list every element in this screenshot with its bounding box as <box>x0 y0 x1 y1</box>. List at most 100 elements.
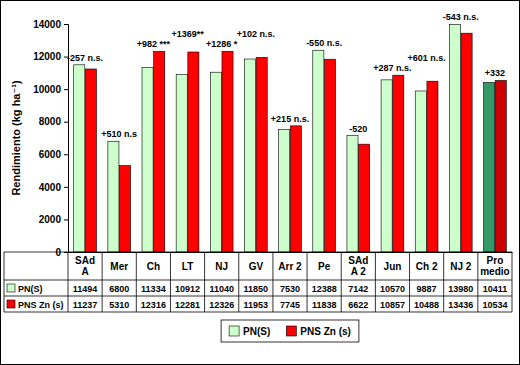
table-vline <box>443 252 444 312</box>
y-tick-label: 12000 <box>33 51 61 62</box>
x-tick: Promedio <box>480 255 509 277</box>
table-swatch <box>7 284 15 292</box>
table-hline <box>4 312 512 313</box>
x-tick-label-line: SAd <box>75 255 95 266</box>
x-tick: LT <box>182 261 193 272</box>
x-tick: Ch 2 <box>416 261 438 272</box>
x-tick-label-line: A 2 <box>351 266 367 277</box>
table-value: 10912 <box>175 284 200 294</box>
table-vline <box>307 252 308 312</box>
table-value: 7530 <box>280 284 300 294</box>
annotation: +601 n.s. <box>407 53 445 63</box>
y-tick-mark <box>64 219 68 220</box>
bar <box>210 72 221 252</box>
x-tick-label-line: LT <box>182 261 193 272</box>
x-tick: Arr 2 <box>278 261 302 272</box>
x-tick-label: NJ 2 <box>450 261 472 272</box>
bar <box>415 91 426 252</box>
bar-series <box>85 33 506 252</box>
annotation: +287 n.s. <box>373 63 411 73</box>
bar <box>381 80 392 252</box>
annotation: -543 n.s. <box>443 12 479 22</box>
x-tick: Jun <box>384 261 402 272</box>
y-tick: 2000 <box>39 214 68 225</box>
x-tick: SAdA 2 <box>348 255 368 277</box>
bar <box>74 65 85 252</box>
table-vline <box>136 252 137 312</box>
table-vline <box>375 252 376 312</box>
table-value: 7745 <box>280 300 300 310</box>
annotation: +510 n.s <box>101 129 137 139</box>
table-value: 12281 <box>175 300 200 310</box>
table-value: 11850 <box>244 284 269 294</box>
x-tick: NJ 2 <box>450 261 472 272</box>
x-tick-label: Arr 2 <box>278 261 302 272</box>
x-tick-label-line: SAd <box>348 255 368 266</box>
x-tick-label-line: NJ 2 <box>450 261 472 272</box>
table-vline <box>238 252 239 312</box>
legend-label: PN(S) <box>243 326 270 337</box>
table-vline <box>512 252 513 312</box>
table-vline <box>477 252 478 312</box>
table-value: 5310 <box>109 300 129 310</box>
bars <box>74 24 507 252</box>
bar <box>188 52 199 252</box>
table-value: 10534 <box>482 300 507 310</box>
x-tick-label-line: Pro <box>487 255 504 266</box>
y-tick-label: 10000 <box>33 84 61 95</box>
bar <box>495 80 506 252</box>
annotations: -257 n.s.+510 n.s+982 ***+1369**+1286 *+… <box>67 12 505 139</box>
y-tick-mark <box>64 154 68 155</box>
table-value: 11953 <box>244 300 269 310</box>
annotation: +215 n.s. <box>271 114 309 124</box>
annotation: -257 n.s. <box>67 53 103 63</box>
x-axis: SAdAMerChLTNJGVArr 2PeSAdA 2JunCh 2NJ 2P… <box>69 253 513 278</box>
table-value: 13436 <box>448 300 473 310</box>
x-tick: Mer <box>110 261 128 272</box>
bar <box>393 75 404 252</box>
bar <box>290 126 301 252</box>
y-tick: 8000 <box>39 116 68 127</box>
chart-container: 02000400060008000100001200014000Rendimie… <box>0 0 520 365</box>
table-value: 11040 <box>209 284 234 294</box>
table-swatch <box>7 300 15 308</box>
bar <box>279 129 290 252</box>
y-tick-mark <box>64 187 68 188</box>
y-tick-mark <box>64 24 68 25</box>
y-axis: 02000400060008000100001200014000 <box>33 19 68 258</box>
x-tick-label-line: Ch <box>147 261 160 272</box>
bar <box>449 24 460 252</box>
x-tick-label: NJ <box>215 261 228 272</box>
table-value: 7142 <box>348 284 368 294</box>
table-value: 13980 <box>448 284 473 294</box>
y-tick: 10000 <box>33 84 68 95</box>
legend-swatch <box>229 326 239 336</box>
table-value: 10857 <box>380 300 405 310</box>
table-row-label: PNS Zn (s) <box>18 300 64 310</box>
table-value: 6622 <box>348 300 368 310</box>
outer-frame <box>1 1 520 365</box>
table-value: 12316 <box>141 300 166 310</box>
bar <box>176 74 187 252</box>
x-tick-label-line: Arr 2 <box>278 261 302 272</box>
x-tick-label: GV <box>249 261 264 272</box>
table-row-label: PN(S) <box>18 284 43 294</box>
y-tick-label: 8000 <box>39 116 62 127</box>
table-value: 10411 <box>483 284 508 294</box>
legend: PN(S)PNS Zn (s) <box>221 320 359 342</box>
table-value: 12388 <box>312 284 337 294</box>
x-tick: Ch <box>147 261 160 272</box>
bar-series <box>74 24 495 252</box>
table-value: 10488 <box>414 300 439 310</box>
bar <box>120 166 131 252</box>
table-value: 6800 <box>109 284 129 294</box>
legend-box <box>221 320 359 342</box>
x-tick-label-line: Jun <box>384 261 402 272</box>
annotation: -520 <box>349 124 367 134</box>
x-tick-label-line: NJ <box>215 261 228 272</box>
x-tick-label-line: GV <box>249 261 264 272</box>
table-vline <box>4 252 5 312</box>
table-vline <box>170 252 171 312</box>
x-tick-label: Mer <box>110 261 128 272</box>
bar <box>484 82 495 252</box>
